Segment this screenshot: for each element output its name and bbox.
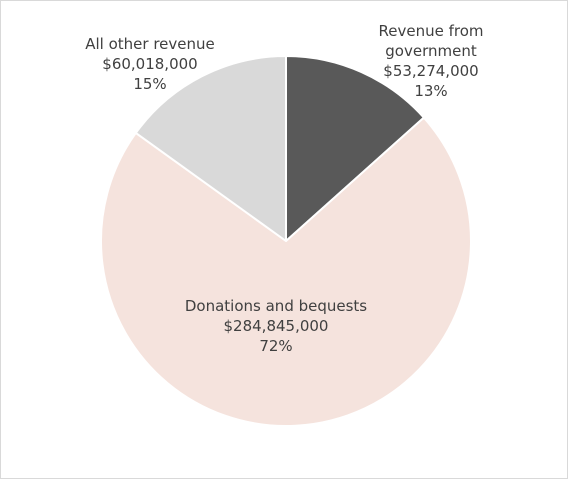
slice-percent: 13% <box>414 82 448 100</box>
pie-slice <box>100 116 472 427</box>
data-label-donations-and-bequests: Donations and bequests $284,845,000 72% <box>176 296 376 356</box>
data-label-all-other-revenue: All other revenue $60,018,000 15% <box>50 34 250 94</box>
data-label-revenue-from-government: Revenue from government $53,274,000 13% <box>331 21 531 101</box>
slice-amount: $60,018,000 <box>102 55 198 73</box>
slice-percent: 15% <box>133 75 167 93</box>
slice-amount: $284,845,000 <box>223 317 329 335</box>
slice-percent: 72% <box>259 337 293 355</box>
slice-name-line: All other revenue <box>85 35 215 53</box>
pie-slices <box>100 55 472 427</box>
slice-name-line: Donations and bequests <box>184 297 368 315</box>
pie-slice <box>285 55 425 242</box>
pie-slice <box>134 55 287 242</box>
slice-name-line: government <box>385 42 477 60</box>
slice-amount: $53,274,000 <box>383 62 479 80</box>
slice-name-line: Revenue from <box>378 22 484 40</box>
